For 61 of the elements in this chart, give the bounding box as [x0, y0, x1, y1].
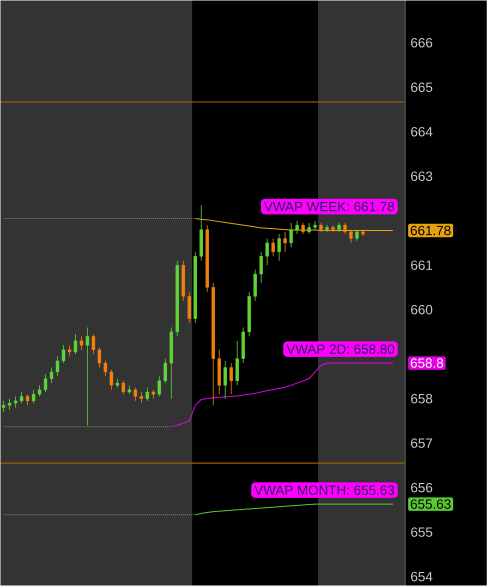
candlestick — [26, 394, 30, 406]
candlestick — [272, 238, 275, 257]
y-tick-label: 655 — [411, 527, 432, 537]
text: 658.8 — [410, 358, 444, 368]
candlestick — [236, 340, 239, 386]
y-tick-label: 656 — [411, 482, 432, 492]
series-label: VWAP MONTH: 655.63 — [254, 485, 394, 495]
candlestick — [2, 400, 6, 412]
candlestick — [8, 398, 12, 410]
text: 655.63 — [410, 499, 451, 509]
candlestick — [116, 378, 120, 388]
candlestick — [313, 220, 317, 230]
candlestick — [56, 356, 60, 377]
text: 661.78 — [410, 226, 451, 236]
series-label: VWAP WEEK: 661.78 — [264, 202, 394, 212]
candlestick — [343, 222, 347, 234]
candlestick — [122, 380, 126, 395]
y-tick-label: 658 — [411, 394, 432, 404]
candlestick — [296, 220, 299, 234]
candlestick — [230, 362, 234, 395]
candlestick — [349, 229, 353, 244]
candlestick — [290, 222, 293, 248]
candlestick — [20, 392, 24, 404]
series-label: VWAP 2D: 658.80 — [286, 344, 394, 354]
candlestick — [38, 384, 42, 397]
y-tick-label: 660 — [411, 304, 432, 314]
candlestick — [260, 251, 263, 284]
candlestick — [74, 334, 78, 355]
candlestick — [14, 396, 18, 408]
candlestick — [266, 238, 269, 266]
y-tick-label: 657 — [411, 438, 432, 448]
y-tick-label: 663 — [411, 171, 432, 181]
candlestick — [278, 234, 281, 262]
candlestick — [86, 327, 90, 426]
candlestick — [146, 387, 150, 402]
candlestick — [80, 336, 84, 350]
candlestick — [44, 374, 48, 392]
y-tick-label: 666 — [411, 38, 432, 48]
candlestick — [98, 347, 102, 368]
y-tick-label: 654 — [411, 572, 433, 582]
candlestick — [224, 360, 228, 400]
candlestick — [32, 389, 36, 404]
candlestick — [110, 369, 114, 390]
candlestick — [254, 269, 257, 302]
candlestick — [92, 334, 96, 355]
y-tick-label: 661 — [411, 260, 432, 270]
candlestick — [284, 231, 287, 252]
candlestick — [158, 376, 162, 397]
y-tick-label: 664 — [411, 126, 433, 136]
candlestick — [62, 344, 66, 364]
candlestick — [188, 291, 192, 324]
candlestick — [68, 344, 72, 357]
y-tick-label: 665 — [411, 82, 432, 92]
candlestick — [104, 360, 108, 377]
candlestick — [134, 387, 138, 402]
candlestick — [50, 367, 54, 384]
candlestick — [307, 222, 311, 234]
candlestick — [355, 229, 359, 242]
candlestick — [301, 222, 305, 234]
candlestick — [140, 392, 144, 404]
candlestick — [164, 358, 168, 384]
